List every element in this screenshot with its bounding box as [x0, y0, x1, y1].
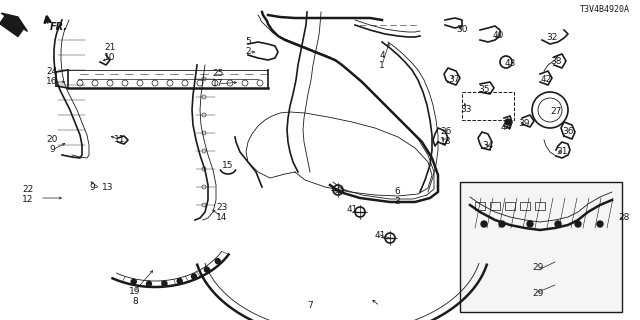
Text: T3V4B4920A: T3V4B4920A: [580, 5, 630, 14]
Text: 7: 7: [307, 301, 313, 310]
Text: 13: 13: [102, 183, 114, 193]
Circle shape: [131, 279, 136, 284]
Text: 43: 43: [504, 60, 516, 68]
Text: 41: 41: [374, 230, 386, 239]
Text: 15: 15: [222, 162, 234, 171]
Text: 20: 20: [46, 135, 58, 145]
Bar: [462, 92, 514, 120]
Circle shape: [177, 278, 182, 284]
Text: 8: 8: [132, 298, 138, 307]
Text: 14: 14: [216, 212, 228, 221]
Text: 19: 19: [129, 287, 141, 297]
Text: 34: 34: [483, 141, 493, 150]
Circle shape: [147, 281, 152, 286]
Text: 37: 37: [448, 76, 460, 84]
Text: 16: 16: [46, 77, 58, 86]
Text: 6: 6: [394, 188, 400, 196]
Text: 10: 10: [104, 53, 116, 62]
Text: 17: 17: [212, 79, 224, 89]
Text: 18: 18: [440, 138, 452, 147]
Circle shape: [215, 259, 220, 264]
Text: 38: 38: [550, 58, 562, 67]
Text: 2: 2: [245, 47, 251, 57]
Circle shape: [597, 221, 603, 227]
Circle shape: [191, 274, 196, 279]
Bar: [520, 202, 530, 210]
Bar: [490, 202, 500, 210]
Text: 26: 26: [440, 127, 452, 137]
Circle shape: [527, 221, 533, 227]
Text: 5: 5: [245, 37, 251, 46]
Text: 25: 25: [212, 69, 224, 78]
Text: 31: 31: [556, 148, 568, 156]
Text: 32: 32: [547, 34, 557, 43]
Text: 36: 36: [563, 127, 573, 137]
Text: 28: 28: [618, 213, 630, 222]
Bar: [475, 202, 485, 210]
Text: 23: 23: [216, 203, 228, 212]
Text: 40: 40: [492, 31, 504, 41]
Text: 22: 22: [22, 186, 34, 195]
Text: 24: 24: [46, 68, 58, 76]
Polygon shape: [0, 13, 28, 36]
Circle shape: [499, 221, 505, 227]
Circle shape: [555, 221, 561, 227]
Text: 29: 29: [532, 290, 544, 299]
Bar: [535, 202, 545, 210]
Text: 42: 42: [540, 76, 552, 84]
Text: 30: 30: [456, 26, 468, 35]
Bar: [460, 182, 622, 312]
Text: 9-: 9-: [90, 183, 99, 193]
Text: 39: 39: [518, 119, 530, 129]
Circle shape: [162, 281, 167, 286]
Text: 21: 21: [104, 44, 116, 52]
Circle shape: [204, 267, 209, 272]
Circle shape: [575, 221, 581, 227]
Bar: [505, 202, 515, 210]
Text: 11: 11: [115, 135, 125, 145]
Text: 1: 1: [379, 60, 385, 69]
Circle shape: [481, 221, 487, 227]
Text: 44: 44: [500, 124, 511, 132]
Text: 3: 3: [394, 197, 400, 206]
Text: 27: 27: [550, 108, 562, 116]
Circle shape: [505, 119, 511, 125]
Text: 35: 35: [478, 85, 490, 94]
Text: 41: 41: [346, 205, 358, 214]
Text: 33: 33: [460, 106, 472, 115]
Text: 29: 29: [532, 263, 544, 273]
Text: 41: 41: [334, 188, 346, 196]
Text: 12: 12: [22, 196, 34, 204]
Text: 4: 4: [379, 51, 385, 60]
Text: 9: 9: [49, 146, 55, 155]
Text: FR.: FR.: [50, 22, 68, 32]
